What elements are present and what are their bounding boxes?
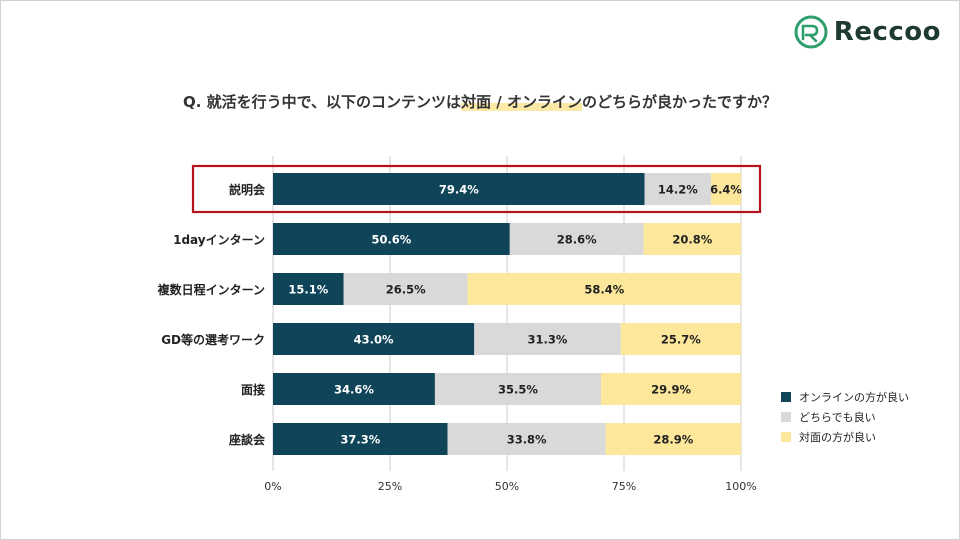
bar-face — [467, 273, 741, 305]
x-tick-label-50: 50% — [495, 480, 519, 493]
data-label-either: 14.2% — [658, 183, 698, 197]
bar-either — [509, 223, 644, 255]
legend-swatch-either — [781, 412, 791, 422]
data-label-face: 20.8% — [672, 233, 712, 247]
title-text-after: のどちらが良かったですか？ — [582, 93, 778, 111]
bar-either — [447, 423, 606, 455]
data-label-online: 37.3% — [340, 433, 380, 447]
bar-face — [605, 423, 741, 455]
data-label-face: 29.9% — [651, 383, 691, 397]
x-tick-label-0: 0% — [264, 480, 281, 493]
bar-either — [343, 273, 468, 305]
bar-online — [273, 423, 448, 455]
chart-legend: オンラインの方が良い どちらでも良い 対面の方が良い — [781, 387, 909, 447]
highlight-box — [191, 164, 762, 214]
bar-online — [273, 373, 435, 405]
bar-face — [601, 373, 741, 405]
category-label: 説明会 — [229, 182, 266, 197]
bar-online — [273, 223, 510, 255]
data-label-face: 25.7% — [661, 333, 701, 347]
bar-face — [620, 323, 741, 355]
legend-swatch-online — [781, 392, 791, 402]
data-label-online: 50.6% — [371, 233, 411, 247]
data-label-face: 28.9% — [653, 433, 693, 447]
legend-item-face: 対面の方が良い — [781, 427, 909, 447]
bar-online — [273, 273, 344, 305]
data-label-either: 26.5% — [386, 283, 426, 297]
x-tick-label-75: 75% — [612, 480, 636, 493]
data-label-either: 33.8% — [507, 433, 547, 447]
category-label: 複数日程インターン — [157, 282, 265, 297]
legend-swatch-face — [781, 432, 791, 442]
x-tick-label-25: 25% — [378, 480, 402, 493]
bar-either — [474, 323, 621, 355]
category-label: 面接 — [241, 382, 265, 397]
bar-either — [434, 373, 602, 405]
title-text-highlight: 対面 / オンライン — [461, 93, 582, 111]
bar-online — [273, 323, 475, 355]
bar-either — [644, 173, 712, 205]
x-tick-label-100: 100% — [725, 480, 756, 493]
category-label: 座談会 — [228, 432, 266, 447]
legend-item-online: オンラインの方が良い — [781, 387, 909, 407]
category-label: GD等の選考ワーク — [161, 332, 265, 347]
legend-label-either: どちらでも良い — [799, 411, 876, 424]
data-label-either: 31.3% — [528, 333, 568, 347]
legend-label-face: 対面の方が良い — [799, 431, 876, 444]
legend-label-online: オンラインの方が良い — [799, 391, 909, 404]
data-label-online: 34.6% — [334, 383, 374, 397]
data-label-face: 6.4% — [710, 183, 742, 197]
bar-face — [643, 223, 741, 255]
data-label-either: 28.6% — [557, 233, 597, 247]
data-label-face: 58.4% — [584, 283, 624, 297]
legend-item-either: どちらでも良い — [781, 407, 909, 427]
data-label-online: 15.1% — [288, 283, 328, 297]
bar-online — [273, 173, 645, 205]
data-label-online: 79.4% — [439, 183, 479, 197]
data-label-online: 43.0% — [354, 333, 394, 347]
brand-name: Reccoo — [833, 17, 941, 47]
question-title: Q. 就活を行う中で、以下のコンテンツは対面 / オンラインのどちらが良かったで… — [1, 91, 959, 112]
title-text-before: Q. 就活を行う中で、以下のコンテンツは — [182, 93, 462, 111]
reccoo-logo-icon — [794, 15, 828, 49]
data-label-either: 35.5% — [498, 383, 538, 397]
brand-logo: Reccoo — [794, 15, 941, 49]
bar-face — [711, 173, 741, 205]
category-label: 1dayインターン — [173, 233, 265, 247]
